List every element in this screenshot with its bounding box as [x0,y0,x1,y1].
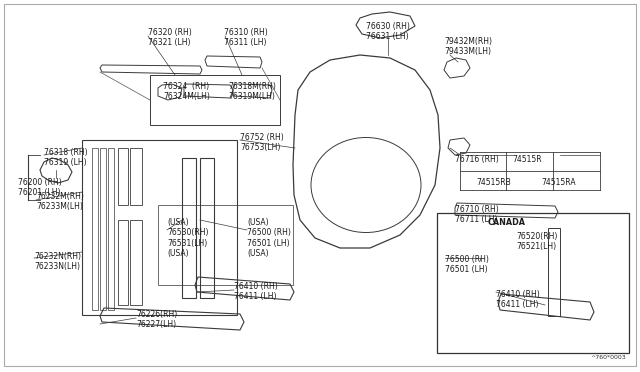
Text: 76716 (RH): 76716 (RH) [455,155,499,164]
Text: 76500 (RH)
76501 (LH): 76500 (RH) 76501 (LH) [445,255,489,275]
Text: 76318 (RH)
76319 (LH): 76318 (RH) 76319 (LH) [44,148,88,167]
Bar [150,75,280,125]
Text: 76520(RH)
76521(LH): 76520(RH) 76521(LH) [516,232,557,251]
Text: 76226(RH)
76227(LH): 76226(RH) 76227(LH) [136,310,177,329]
Text: 76630 (RH)
76631 (LH): 76630 (RH) 76631 (LH) [366,22,410,41]
Text: 79432M(RH)
79433M(LH): 79432M(RH) 79433M(LH) [444,37,492,57]
Text: (USA)
76530(RH)
76531(LH)
(USA): (USA) 76530(RH) 76531(LH) (USA) [167,218,209,258]
Text: 76310 (RH)
76311 (LH): 76310 (RH) 76311 (LH) [224,28,268,47]
Bar [437,213,629,353]
Text: CANADA: CANADA [488,218,526,227]
Text: 74515R: 74515R [512,155,541,164]
Text: 76752 (RH)
76753(LH): 76752 (RH) 76753(LH) [240,133,284,153]
Text: 74515RB: 74515RB [476,178,511,187]
Text: 76324  (RH)
76324M(LH): 76324 (RH) 76324M(LH) [163,82,210,102]
Bar [158,205,293,285]
Text: 76232M(RH)
76233M(LH): 76232M(RH) 76233M(LH) [36,192,84,211]
Text: 76232N(RH)
76233N(LH): 76232N(RH) 76233N(LH) [34,252,81,272]
Text: 76410 (RH)
76411 (LH): 76410 (RH) 76411 (LH) [496,290,540,310]
Text: 76200 (RH)
76201 (LH): 76200 (RH) 76201 (LH) [18,178,61,198]
Text: ^760*0003: ^760*0003 [590,355,626,360]
Text: (USA)
76500 (RH)
76501 (LH)
(USA): (USA) 76500 (RH) 76501 (LH) (USA) [247,218,291,258]
Bar [82,140,237,315]
Text: 74515RA: 74515RA [541,178,575,187]
Text: 76710 (RH)
76711 (LH): 76710 (RH) 76711 (LH) [455,205,499,224]
Text: 76318M(RH)
76319M(LH): 76318M(RH) 76319M(LH) [228,82,276,102]
Text: 76320 (RH)
76321 (LH): 76320 (RH) 76321 (LH) [148,28,192,47]
Text: 76410 (RH)
76411 (LH): 76410 (RH) 76411 (LH) [234,282,278,301]
